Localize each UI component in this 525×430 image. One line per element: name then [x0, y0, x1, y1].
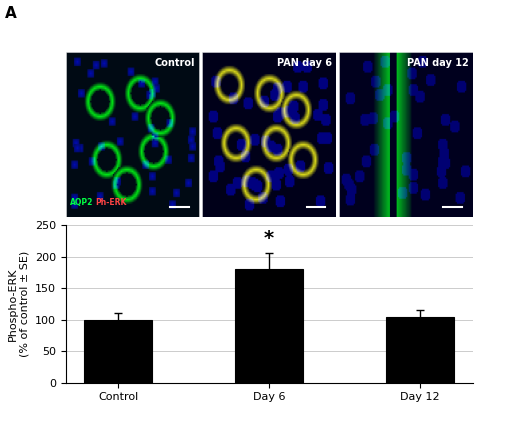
Bar: [235, 269, 303, 383]
Bar: [84, 319, 152, 383]
Text: A: A: [5, 6, 17, 22]
Text: Ph-ERK: Ph-ERK: [95, 198, 127, 207]
Y-axis label: Phospho-ERK
(% of control ± SE): Phospho-ERK (% of control ± SE): [8, 251, 29, 357]
Text: Control: Control: [155, 58, 195, 68]
Text: PAN day 12: PAN day 12: [407, 58, 468, 68]
Text: AQP2: AQP2: [70, 198, 93, 207]
Text: *: *: [264, 229, 274, 248]
Text: PAN day 6: PAN day 6: [277, 58, 332, 68]
Bar: [386, 316, 454, 383]
